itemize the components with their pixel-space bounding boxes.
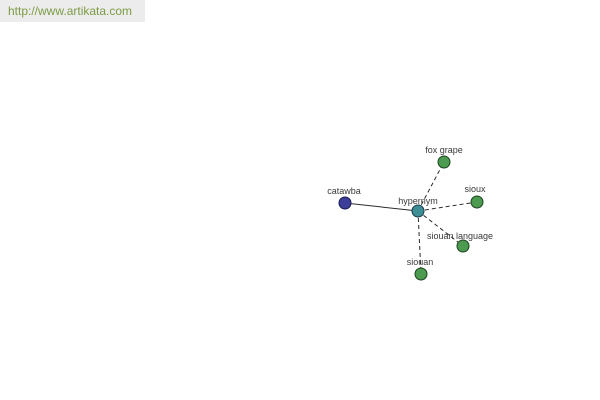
node-label-catawba: catawba	[327, 186, 361, 196]
node-label-siouan-language: siouan language	[427, 231, 493, 241]
node-siouan[interactable]	[414, 267, 428, 281]
edge-hypernym-siouan	[417, 210, 422, 275]
node-label-hypernym: hypernym	[398, 196, 438, 206]
node-label-siouan: siouan	[407, 257, 434, 267]
node-catawba[interactable]	[338, 196, 352, 210]
node-label-fox-grape: fox grape	[425, 145, 463, 155]
edge-catawba-hypernym	[344, 202, 419, 212]
edge-hypernym-fox-grape	[417, 161, 445, 212]
node-hypernym[interactable]	[411, 204, 425, 218]
node-siouan-language[interactable]	[456, 239, 470, 253]
node-label-sioux: sioux	[464, 184, 486, 194]
node-fox-grape[interactable]	[437, 155, 451, 169]
url-link[interactable]: http://www.artikata.com	[0, 0, 145, 22]
edge-hypernym-siouan-language	[417, 210, 464, 247]
node-sioux[interactable]	[470, 195, 484, 209]
edge-hypernym-sioux	[417, 201, 478, 212]
